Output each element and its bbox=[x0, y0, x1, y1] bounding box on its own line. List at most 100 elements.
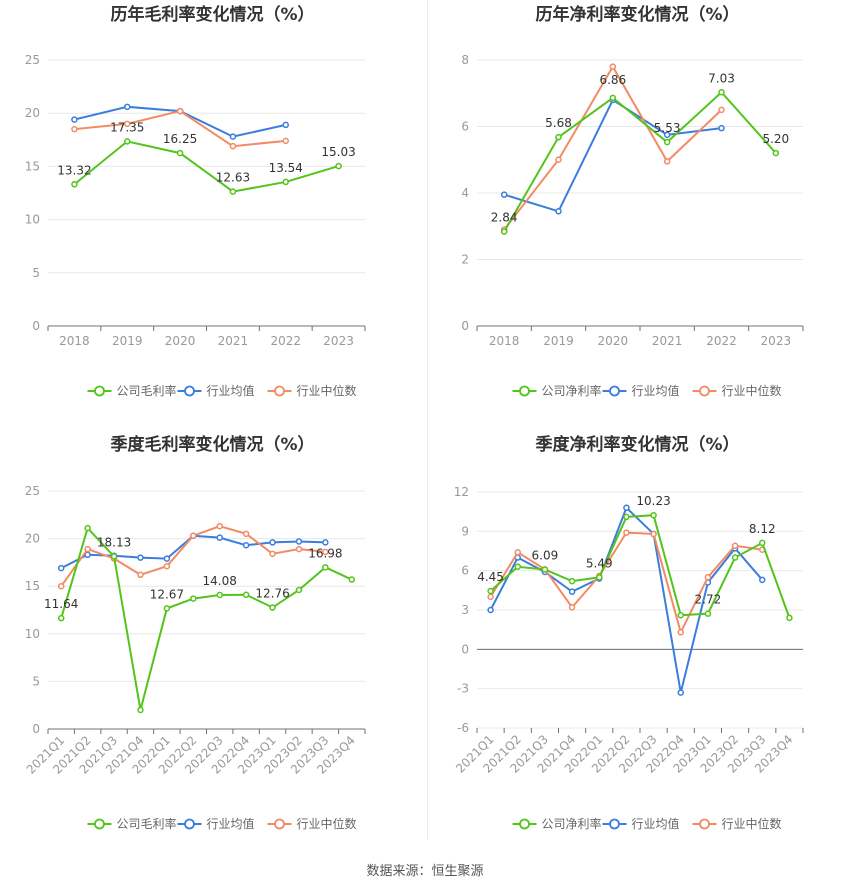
data-point-industry-median bbox=[229, 142, 237, 150]
legend-item-industry-median: 行业中位数 bbox=[267, 816, 357, 831]
data-point-company bbox=[57, 614, 65, 622]
y-tick-label: 10 bbox=[25, 213, 40, 227]
data-point-industry-avg bbox=[71, 116, 78, 123]
chart-quarterly-net-margin-svg: 季度净利率变化情况（%）-6-30369122021Q12021Q22021Q3… bbox=[453, 434, 804, 831]
x-tick-label: 2019 bbox=[543, 334, 574, 348]
legend-label: 公司毛利率 bbox=[117, 383, 177, 398]
data-point-company bbox=[663, 138, 671, 146]
data-point-industry-avg bbox=[623, 504, 630, 511]
legend-swatch-marker bbox=[274, 385, 285, 397]
legend-swatch-marker bbox=[519, 818, 530, 830]
legend-label: 公司毛利率 bbox=[117, 816, 177, 831]
y-tick-label: 5 bbox=[32, 266, 40, 280]
legend-swatch-marker bbox=[184, 818, 195, 830]
series-line-industry-avg bbox=[503, 98, 722, 213]
data-point-industry-avg bbox=[269, 539, 276, 546]
legend-swatch-marker bbox=[94, 385, 105, 397]
data-label: 10.23 bbox=[636, 494, 670, 508]
data-point-industry-median bbox=[124, 120, 131, 128]
data-point-company bbox=[500, 228, 508, 235]
legend-label: 行业均值 bbox=[207, 816, 255, 831]
chart-quarterly-gross-margin: 季度毛利率变化情况（%） 0 5 10 15 20 25 2021Q1 2021Q2 2021Q3… bbox=[0, 430, 425, 850]
legend-item-company: 公司净利率 bbox=[512, 383, 602, 398]
data-point-company bbox=[269, 604, 276, 611]
chart-title: 历年毛利率变化情况（%） bbox=[110, 4, 314, 25]
data-label: 15.03 bbox=[321, 145, 355, 159]
legend-swatch-marker bbox=[274, 818, 285, 830]
data-label: 5.68 bbox=[545, 116, 572, 130]
legend-swatch-marker bbox=[609, 385, 620, 397]
chart-annual-net-margin: 历年净利率变化情况（%） 0 2 4 6 8 2018 2019 2020 2021 2022 202… bbox=[425, 0, 850, 420]
data-point-company bbox=[84, 524, 91, 532]
data-point-industry-median bbox=[71, 125, 78, 133]
legend-item-company: 公司净利率 bbox=[512, 816, 602, 831]
y-tick-label: 10 bbox=[25, 627, 40, 641]
y-tick-label: -3 bbox=[457, 682, 469, 696]
data-point-industry-avg bbox=[555, 208, 562, 215]
data-point-industry-median bbox=[731, 542, 739, 550]
x-tick-label: 2022 bbox=[270, 334, 301, 348]
x-tick-label: 2021 bbox=[218, 334, 249, 348]
data-point-industry-avg bbox=[677, 689, 684, 696]
legend-label: 公司净利率 bbox=[542, 383, 602, 398]
x-tick-label: 2020 bbox=[165, 334, 196, 348]
chart-annual-gross-margin-svg: 历年毛利率变化情况（%） 0 5 10 15 20 25 2018 2019 2020 2021 20… bbox=[25, 4, 366, 398]
data-label: 12.63 bbox=[216, 171, 250, 185]
data-point-company bbox=[759, 539, 766, 547]
data-point-industry-median bbox=[282, 137, 289, 145]
data-point-industry-median bbox=[57, 582, 65, 590]
data-point-industry-median bbox=[663, 158, 671, 165]
data-label: 14.08 bbox=[203, 574, 237, 588]
data-point-industry-median bbox=[514, 549, 521, 556]
legend-item-industry-avg: 行业均值 bbox=[602, 383, 680, 398]
chart-quarterly-net-margin: 季度净利率变化情况（%） -6 -3 0 3 6 9 12 2021Q1 2021Q2 2021Q3… bbox=[425, 430, 850, 850]
data-point-industry-median bbox=[216, 522, 223, 530]
data-point-company bbox=[137, 706, 144, 714]
panel-divider-vertical bbox=[427, 0, 428, 840]
data-point-company bbox=[772, 149, 780, 157]
data-label: 11.64 bbox=[44, 597, 78, 611]
data-point-industry-median bbox=[650, 530, 657, 538]
chart-title: 季度毛利率变化情况（%） bbox=[110, 434, 314, 455]
y-tick-label: 12 bbox=[454, 485, 469, 499]
data-point-industry-median bbox=[623, 529, 630, 536]
series-line-company bbox=[503, 90, 777, 233]
series-line-company bbox=[60, 526, 353, 711]
data-point-industry-median bbox=[322, 548, 329, 556]
y-tick-label: 9 bbox=[461, 524, 469, 538]
data-point-company bbox=[124, 138, 131, 145]
data-point-industry-avg bbox=[759, 576, 766, 584]
y-tick-label: -6 bbox=[457, 721, 469, 735]
data-label: 5.53 bbox=[654, 121, 681, 135]
legend-label: 行业均值 bbox=[207, 383, 255, 398]
data-label: 2.84 bbox=[491, 211, 518, 225]
data-point-industry-median bbox=[242, 530, 250, 538]
data-point-industry-median bbox=[487, 593, 494, 601]
data-point-industry-median bbox=[163, 562, 171, 570]
data-point-company bbox=[555, 133, 562, 141]
data-point-industry-median bbox=[137, 571, 144, 579]
data-point-company bbox=[216, 591, 223, 599]
y-tick-label: 4 bbox=[461, 186, 469, 200]
legend-label: 行业均值 bbox=[632, 383, 680, 398]
y-tick-label: 6 bbox=[461, 564, 469, 578]
data-point-company bbox=[609, 94, 617, 102]
y-tick-label: 15 bbox=[25, 579, 40, 593]
data-point-company bbox=[677, 611, 684, 619]
data-point-company bbox=[650, 511, 657, 519]
legend-item-industry-median: 行业中位数 bbox=[692, 816, 782, 831]
data-point-company bbox=[295, 586, 303, 594]
y-tick-label: 0 bbox=[32, 319, 40, 333]
data-point-company bbox=[282, 178, 289, 186]
data-point-company bbox=[786, 614, 793, 622]
data-label: 7.03 bbox=[708, 71, 735, 85]
data-point-company bbox=[704, 610, 712, 617]
legend-item-industry-median: 行业中位数 bbox=[267, 383, 357, 398]
series-line-company bbox=[489, 514, 791, 619]
data-point-company bbox=[322, 564, 329, 571]
y-tick-label: 2 bbox=[461, 253, 469, 267]
data-label: 16.25 bbox=[163, 132, 197, 146]
legend-item-industry-avg: 行业均值 bbox=[177, 383, 255, 398]
data-point-industry-avg bbox=[487, 606, 494, 614]
chart-quarterly-gross-margin-svg: 季度毛利率变化情况（%）05101520252021Q12021Q22021Q3… bbox=[24, 434, 366, 831]
